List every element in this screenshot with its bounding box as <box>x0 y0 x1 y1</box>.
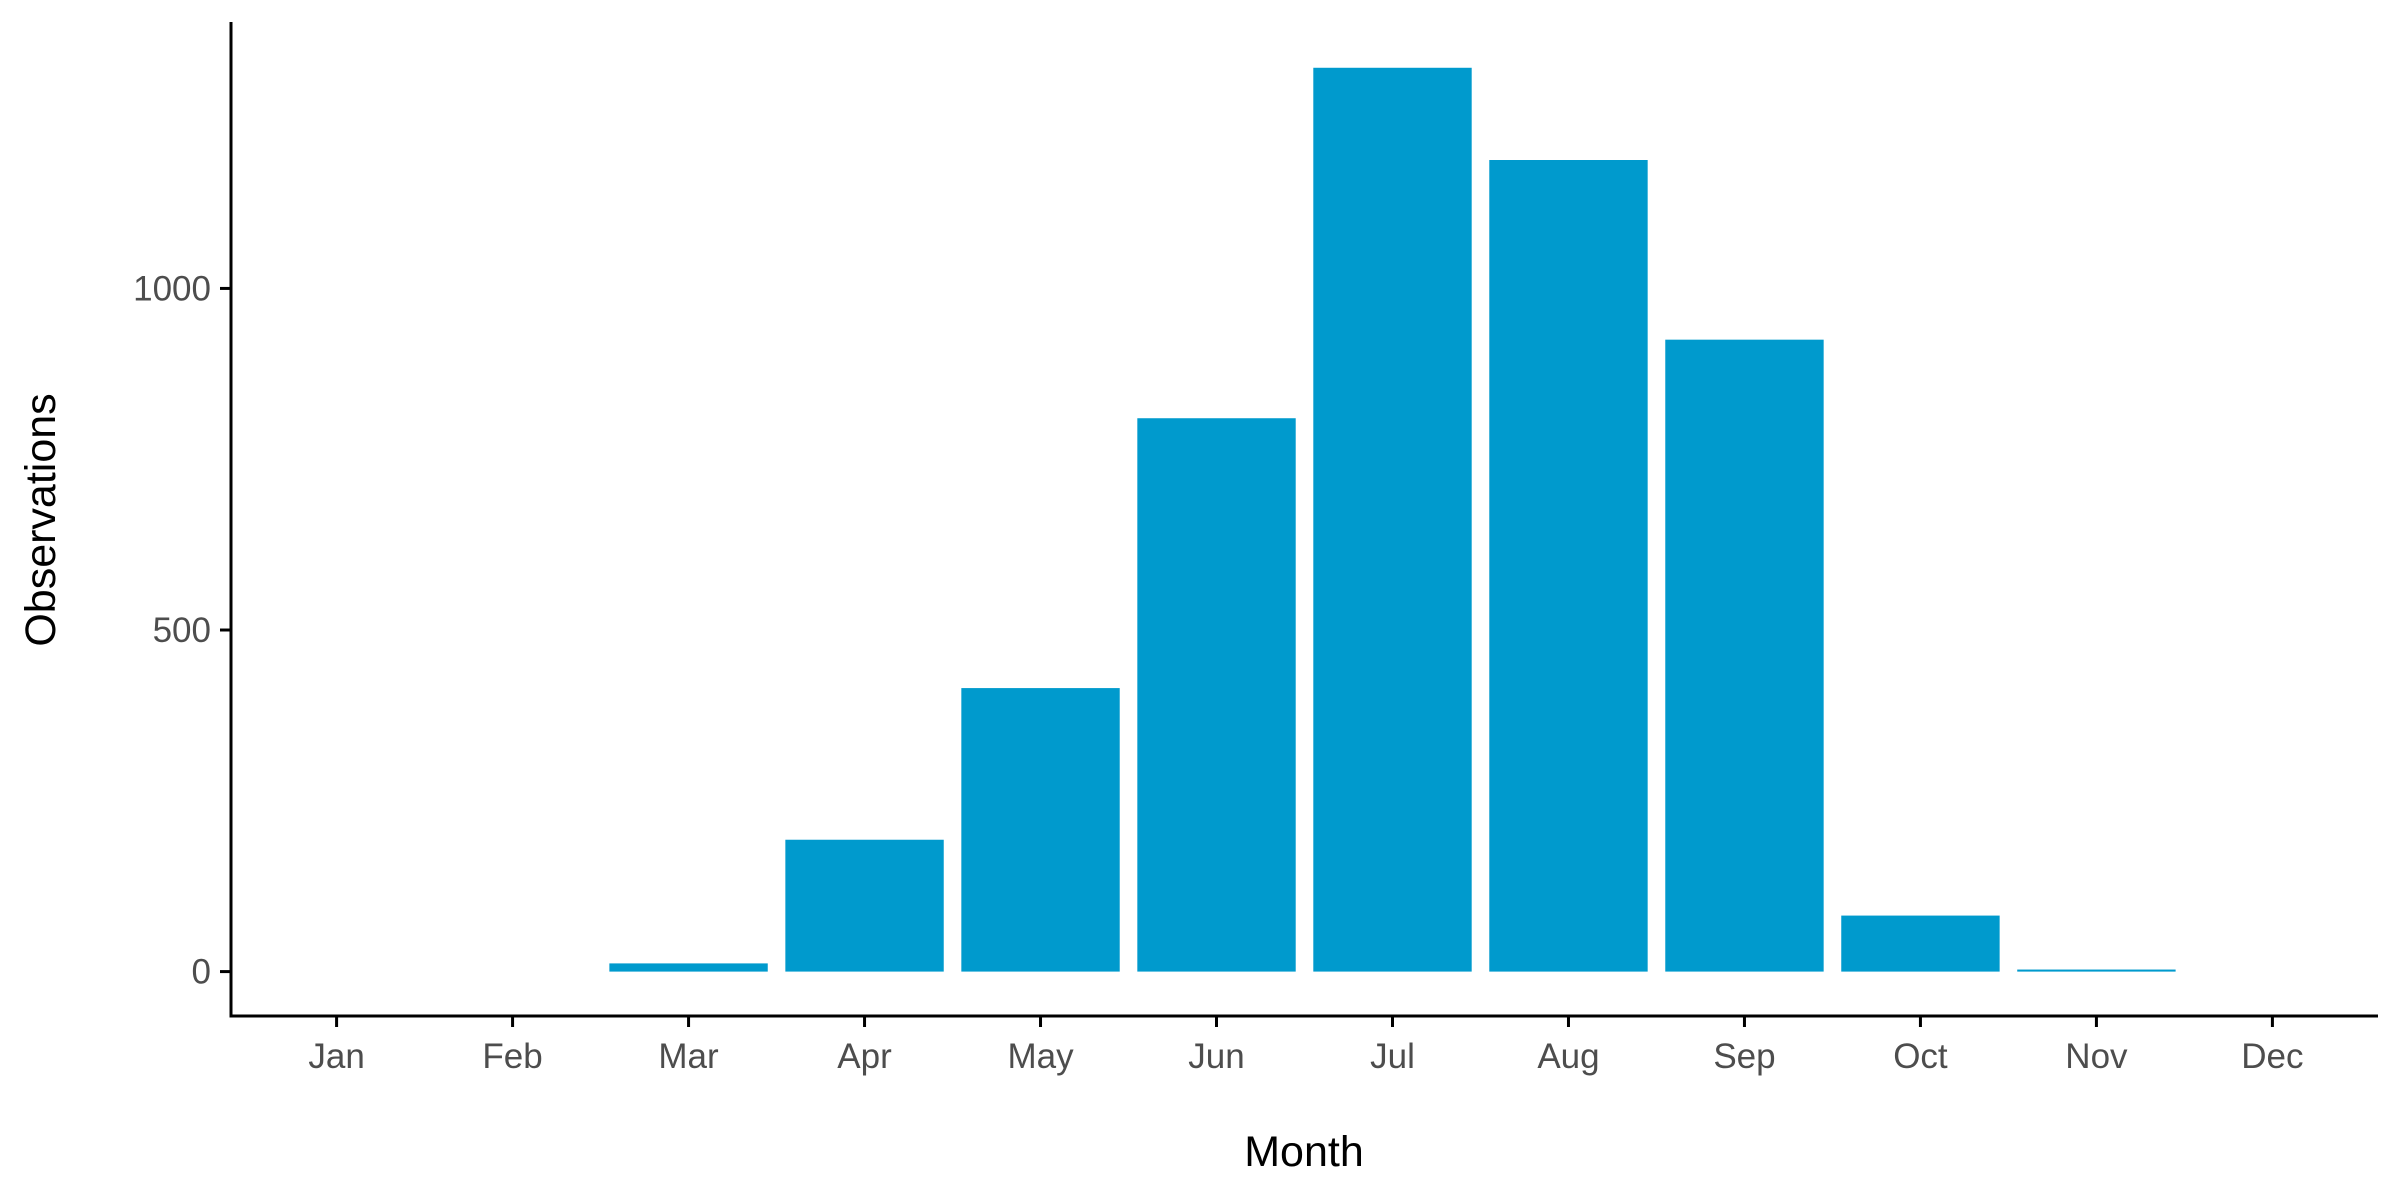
bar-apr <box>785 840 943 972</box>
bar-oct <box>1841 916 1999 972</box>
bar-nov <box>2017 970 2175 972</box>
bar-may <box>961 688 1119 972</box>
y-axis-title: Observations <box>17 393 65 646</box>
x-tick-label-dec: Dec <box>2241 1037 2303 1076</box>
axes <box>230 22 2379 1017</box>
x-tick-label-apr: Apr <box>837 1037 892 1076</box>
y-ticks: 0 500 1000 <box>133 269 231 991</box>
y-tick-label: 1000 <box>133 269 211 308</box>
bar-aug <box>1489 160 1647 972</box>
bars <box>609 68 2175 972</box>
bar-jul <box>1313 68 1471 972</box>
x-tick-label-jul: Jul <box>1370 1037 1415 1076</box>
x-tick-label-nov: Nov <box>2065 1037 2128 1076</box>
x-tick-label-oct: Oct <box>1893 1037 1948 1076</box>
x-tick-label-feb: Feb <box>482 1037 542 1076</box>
y-tick-label: 0 <box>192 953 211 992</box>
x-tick-label-aug: Aug <box>1537 1037 1599 1076</box>
x-tick-label-jun: Jun <box>1188 1037 1244 1076</box>
x-ticks: Jan Feb Mar Apr May Jun Jul Aug Sep Oct Nov Dec <box>308 1016 2303 1076</box>
bar-mar <box>609 963 767 971</box>
x-tick-label-sep: Sep <box>1713 1037 1775 1076</box>
x-tick-label-mar: Mar <box>658 1037 719 1076</box>
x-axis-title: Month <box>1244 1128 1364 1176</box>
bar-sep <box>1665 340 1823 972</box>
x-tick-label-may: May <box>1007 1037 1074 1076</box>
x-tick-label-jan: Jan <box>308 1037 364 1076</box>
y-tick-label: 500 <box>153 611 211 650</box>
bar-jun <box>1137 418 1295 971</box>
